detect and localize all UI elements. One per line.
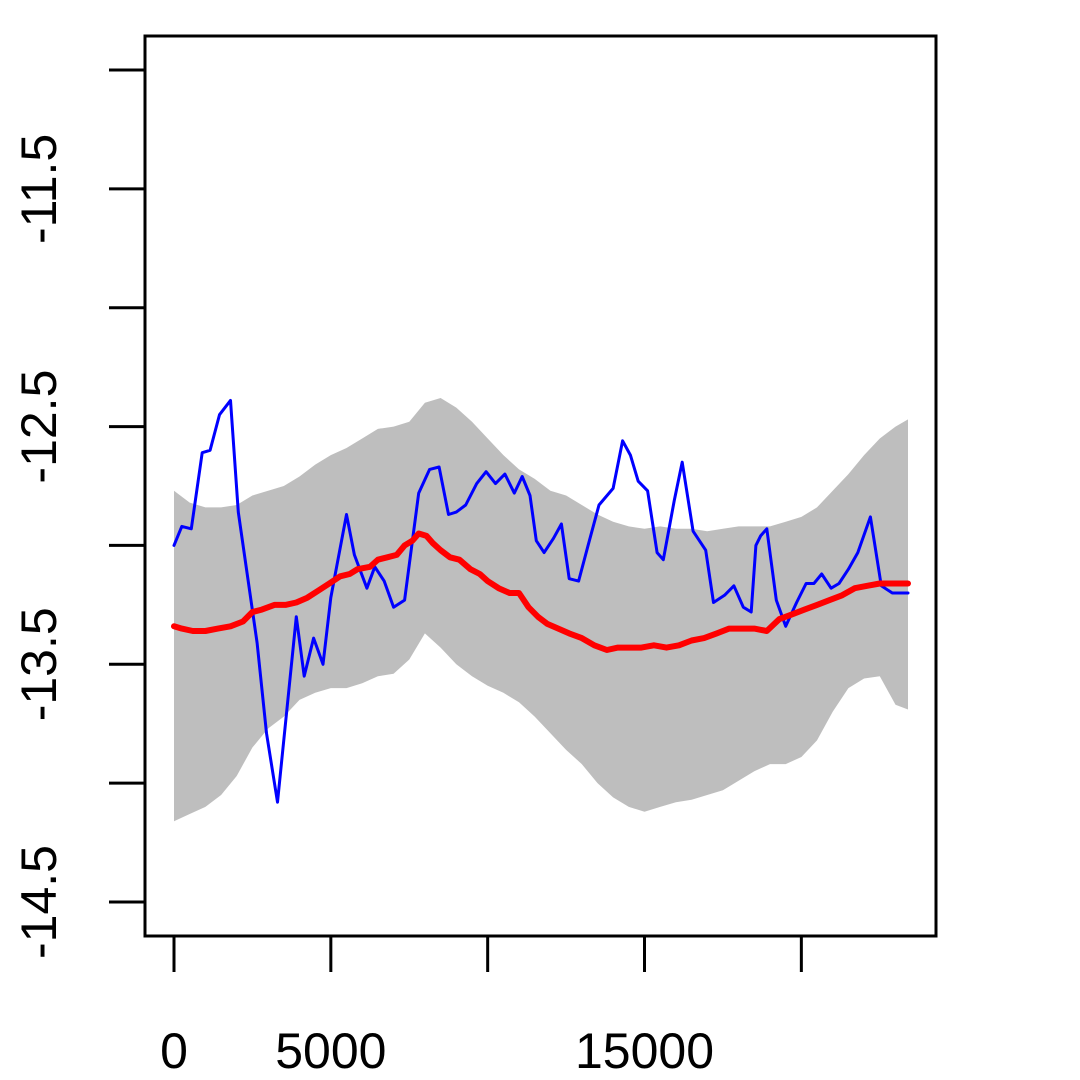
x-axis: 0 5000 15000	[160, 934, 803, 1079]
y-tick-label: -11.5	[11, 134, 67, 244]
x-tick-label: 0	[160, 1023, 188, 1079]
plot-content	[171, 398, 911, 822]
y-axis: -11.5 -12.5 -13.5 -14.5	[11, 68, 145, 959]
confidence-band	[174, 398, 908, 822]
x-tick-label: 15000	[575, 1023, 714, 1079]
series-line-1	[172, 398, 910, 804]
x-tick-label: 5000	[275, 1023, 386, 1079]
series-line-2	[171, 530, 911, 653]
y-tick-label: -13.5	[11, 607, 67, 721]
y-tick-label: -12.5	[11, 370, 67, 484]
y-tick-label: -14.5	[11, 845, 67, 959]
